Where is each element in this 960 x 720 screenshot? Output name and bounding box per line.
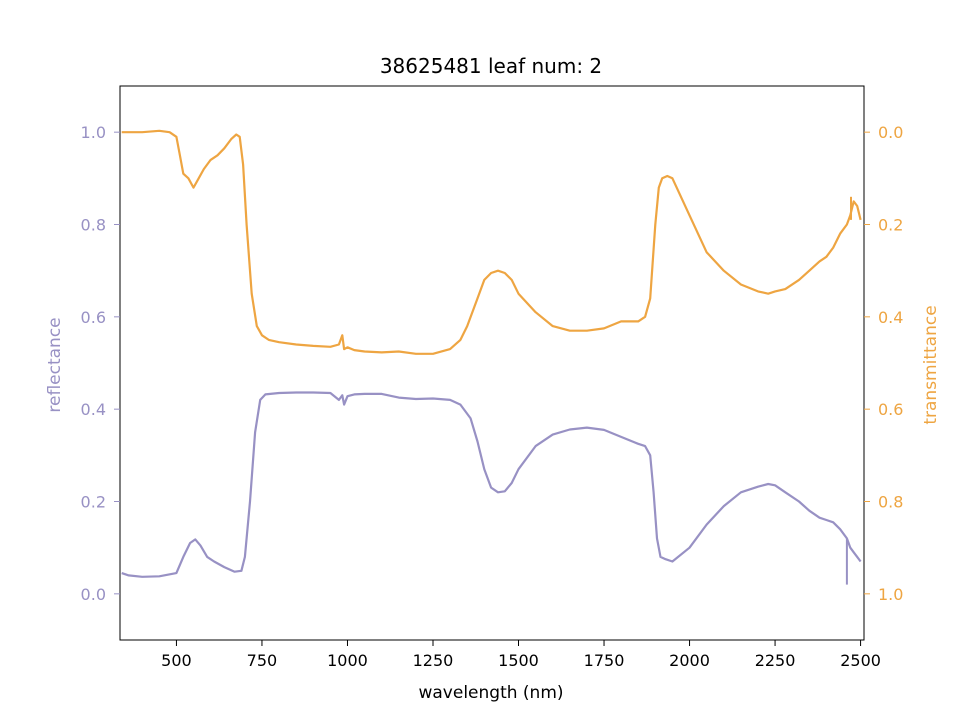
- right-tick-label: 0.2: [878, 216, 903, 235]
- right-tick-label: 0.6: [878, 400, 903, 419]
- left-tick-label: 0.6: [81, 308, 106, 327]
- right-tick-label: 0.8: [878, 493, 903, 512]
- left-tick-label: 0.8: [81, 216, 106, 235]
- reflectance-line: [121, 391, 862, 578]
- left-tick-label: 0.0: [81, 585, 106, 604]
- ticks-layer: 500 750 1000 1250 1500 1750 2000 2250 2500 0.0 0.2…: [81, 123, 904, 670]
- left-tick-label: 0.2: [81, 493, 106, 512]
- x-tick-label: 1000: [327, 651, 368, 670]
- x-tick-label: 2500: [840, 651, 881, 670]
- transmittance-line: [121, 129, 862, 355]
- left-tick-label: 0.4: [81, 400, 106, 419]
- chart-title: 38625481 leaf num: 2: [380, 54, 602, 78]
- left-axis-title: reflectance: [45, 317, 65, 412]
- right-tick-label: 1.0: [878, 585, 903, 604]
- lines-layer: [121, 129, 862, 585]
- x-tick-label: 750: [247, 651, 278, 670]
- x-tick-label: 1500: [498, 651, 539, 670]
- x-tick-label: 2250: [755, 651, 796, 670]
- right-tick-label: 0.0: [878, 123, 903, 142]
- x-tick-label: 2000: [669, 651, 710, 670]
- right-axis-title: transmittance: [921, 305, 941, 424]
- x-axis-title: wavelength (nm): [418, 683, 563, 703]
- right-tick-label: 0.4: [878, 308, 903, 327]
- plot-frame: [119, 85, 865, 641]
- x-tick-label: 1250: [413, 651, 454, 670]
- left-tick-label: 1.0: [81, 123, 106, 142]
- x-tick-label: 500: [161, 651, 192, 670]
- x-tick-label: 1750: [584, 651, 625, 670]
